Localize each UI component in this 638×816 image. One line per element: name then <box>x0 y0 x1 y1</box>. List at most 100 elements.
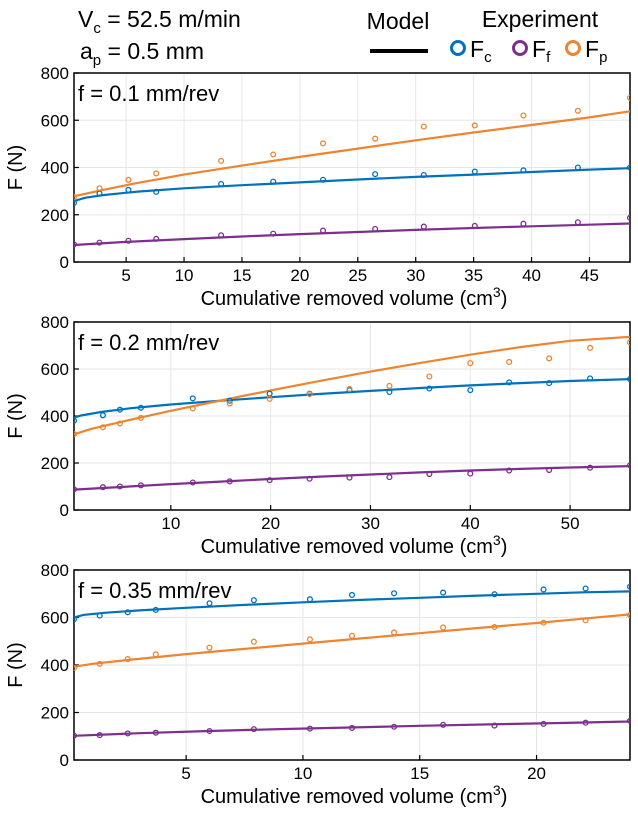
model-legend-title: Model <box>367 8 430 34</box>
experiment-point-fc <box>74 199 78 206</box>
experiment-point-fp <box>306 391 313 398</box>
experiment-point-fp <box>346 385 353 393</box>
experiment-point-fp <box>206 644 213 651</box>
x-tick-label: 20 <box>290 266 309 285</box>
experiment-point-ff <box>153 235 160 242</box>
experiment-point-fc <box>467 387 474 394</box>
experiment-point-fc <box>420 172 427 179</box>
experiment-point-fc <box>153 188 160 195</box>
experiment-point-ff <box>266 477 273 484</box>
experiment-point-fc <box>270 178 277 185</box>
experiment-point-fp <box>74 193 78 201</box>
model-line-ff <box>74 222 630 247</box>
experiment-point-ff <box>491 722 498 729</box>
experiment-point-ff <box>426 470 433 478</box>
x-tick-label: 25 <box>348 266 367 285</box>
depth-of-cut-label: ap = 0.5 mm <box>80 38 204 69</box>
experiment-point-ff <box>270 230 277 237</box>
experiment-point-ff <box>471 222 478 229</box>
experiment-point-ff <box>74 241 78 248</box>
experiment-point-ff <box>306 475 313 482</box>
experiment-point-fp <box>319 140 327 147</box>
experiment-point-ff <box>540 720 547 727</box>
experiment-point-fp <box>74 431 78 438</box>
model-line-fc <box>74 590 630 619</box>
y-tick-label: 400 <box>41 159 69 178</box>
experiment-point-fc <box>626 583 630 590</box>
experiment-point-fp <box>137 414 144 421</box>
experiment-point-ff <box>124 730 131 737</box>
experiment-point-fc <box>426 385 433 392</box>
experiment-point-ff <box>467 470 474 477</box>
experiment-point-fp <box>626 94 630 101</box>
experiment-point-fp <box>386 382 393 389</box>
experiment-point-fc <box>491 591 498 598</box>
legend-marker-fp <box>565 40 581 56</box>
experiment-point-fp <box>96 185 103 192</box>
experiment-point-ff <box>218 232 225 239</box>
experiment-point-ff <box>96 732 103 739</box>
y-axis-label: F (N) <box>5 393 27 439</box>
model-line-ff <box>74 465 630 491</box>
x-tick-label: 30 <box>406 266 425 285</box>
experiment-point-fp <box>471 122 478 129</box>
experiment-point-fc <box>386 388 393 396</box>
experiment-point-ff <box>152 729 159 736</box>
experiment-point-ff <box>372 225 379 232</box>
experiment-point-ff <box>520 220 527 227</box>
y-tick-label: 200 <box>41 704 69 723</box>
experiment-point-ff <box>125 237 132 244</box>
legend-label-fc: Fc <box>470 36 492 66</box>
x-tick-label: 35 <box>464 266 483 285</box>
y-tick-label: 200 <box>41 206 69 225</box>
experiment-point-fc <box>626 376 630 383</box>
experiment-point-fp <box>348 632 356 639</box>
chart-panel-2: 10 20 30 40 50 0 200 400 600 800 Cumulative remove… <box>5 313 631 558</box>
experiment-point-ff <box>226 478 233 485</box>
legend-marker-fc <box>450 40 466 56</box>
experiment-point-fp <box>440 624 447 631</box>
experiment-point-ff <box>319 227 327 234</box>
experiment-point-fp <box>152 651 159 658</box>
experiment-point-fp <box>420 123 427 130</box>
y-tick-label: 800 <box>41 561 69 580</box>
plot-area <box>74 335 630 493</box>
y-axis-label: F (N) <box>5 145 27 191</box>
plot-area <box>74 583 630 739</box>
experiment-point-fp <box>226 400 233 407</box>
y-tick-label: 0 <box>60 501 69 520</box>
experiment-point-fp <box>125 176 132 183</box>
y-tick-label: 800 <box>41 64 69 83</box>
experiment-point-fc <box>218 180 225 188</box>
experiment-point-ff <box>587 464 594 471</box>
experiment-point-fc <box>96 612 103 619</box>
experiment-point-ff <box>506 467 513 474</box>
experiment-point-fc <box>206 600 213 607</box>
experiment-point-fc <box>137 404 144 411</box>
experiment-point-ff <box>96 239 103 246</box>
chart-panels: 5 10 15 20 25 30 35 40 450200400600800Cumulative… <box>5 64 631 808</box>
x-tick-label: 15 <box>232 266 251 285</box>
x-tick-label: 20 <box>527 764 546 783</box>
x-axis-label: Cumulative removed volume (cm3) <box>201 284 508 310</box>
header: Vc = 52.5 m/min ap = 0.5 mm Model Experi… <box>78 6 607 69</box>
x-tick-label: 40 <box>522 266 541 285</box>
experiment-point-fp <box>520 112 527 119</box>
experiment-point-fc <box>582 585 589 592</box>
experiment-point-fp <box>189 405 196 412</box>
experiment-point-fp <box>250 638 257 645</box>
y-axis-label: F (N) <box>5 642 27 688</box>
experiment-legend-title: Experiment <box>482 6 599 32</box>
experiment-point-ff <box>582 719 589 726</box>
experiment-point-fp <box>587 344 594 351</box>
model-line-fc <box>74 378 630 419</box>
x-tick-label: 10 <box>175 266 194 285</box>
y-tick-label: 600 <box>41 111 69 130</box>
panel-title: f = 0.2 mm/rev <box>78 330 219 355</box>
y-tick-label: 600 <box>41 360 69 379</box>
plot-area <box>74 94 630 248</box>
experiment-point-ff <box>626 214 630 221</box>
experiment-point-fc <box>250 597 257 604</box>
experiment-point-fc <box>319 176 327 183</box>
